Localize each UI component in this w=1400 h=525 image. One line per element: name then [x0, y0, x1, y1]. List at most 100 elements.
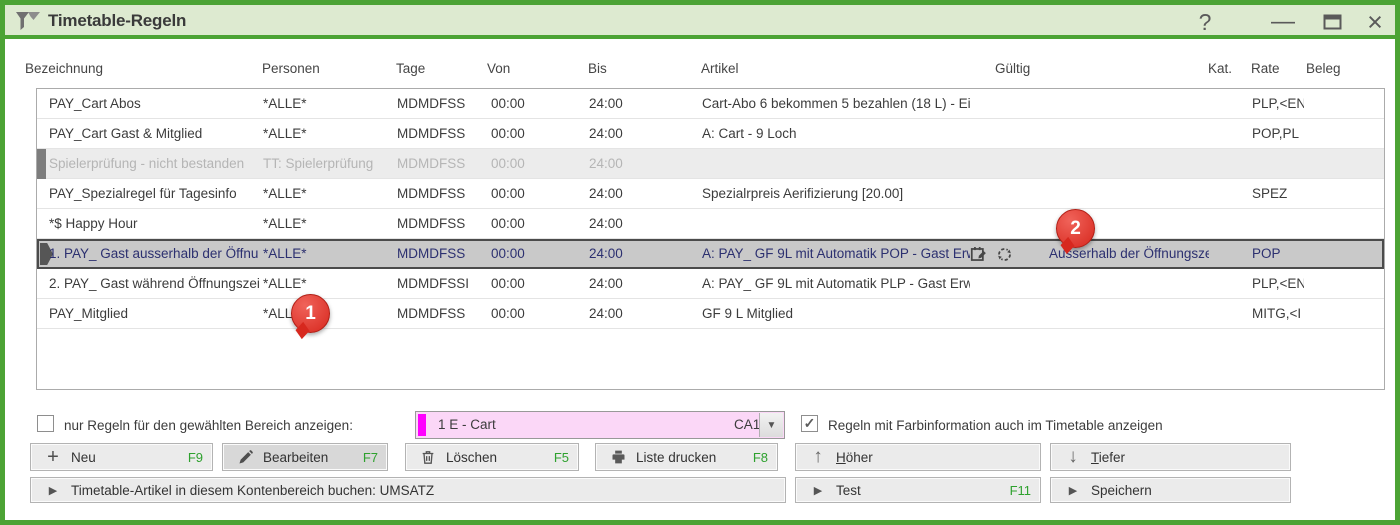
cell-bis: 24:00 [589, 276, 623, 291]
cell-bezeichnung: 1. PAY_ Gast ausserhalb der Öffnu [49, 246, 259, 261]
move-up-button[interactable]: ↑ Höher [795, 443, 1041, 471]
cell-tage: MDMDFSS [397, 246, 466, 261]
cell-rate: MITG,<I [1252, 306, 1302, 321]
cell-artikel: GF 9 L Mitglied [702, 306, 794, 321]
cell-rate: PLP,<EN [1252, 96, 1304, 111]
area-filter-checkbox[interactable] [37, 415, 54, 432]
cell-von: 00:00 [491, 186, 525, 201]
rules-list[interactable]: PAY_Cart Abos *ALLE* MDMDFSS 00:00 24:00… [36, 88, 1385, 390]
checkmark-icon: ✓ [803, 415, 816, 431]
cell-bezeichnung: PAY_Cart Gast & Mitglied [49, 126, 203, 141]
cell-artikel: A: PAY_ GF 9L mit Automatik POP - Gast E… [702, 246, 970, 261]
cell-artikel: A: Cart - 9 Loch [702, 126, 797, 141]
calendar-edit-icon [970, 246, 986, 261]
table-row[interactable]: 1. PAY_ Gast ausserhalb der Öffnu *ALLE*… [37, 239, 1384, 269]
chevron-down-icon[interactable]: ▼ [759, 413, 783, 437]
cell-personen: *ALLE* [263, 246, 307, 261]
test-button[interactable]: ▶ Test F11 [795, 477, 1041, 503]
window-title: Timetable-Regeln [48, 11, 187, 30]
table-row[interactable]: *$ Happy Hour *ALLE* MDMDFSS 00:00 24:00 [37, 209, 1384, 239]
triangle-right-icon: ▶ [48, 484, 58, 497]
fkey-label: F8 [752, 449, 768, 465]
table-row[interactable]: PAY_Cart Abos *ALLE* MDMDFSS 00:00 24:00… [37, 89, 1384, 119]
column-header-bis: Bis [588, 61, 607, 76]
annotation-marker-1: 1 [291, 294, 330, 333]
area-color-swatch [418, 414, 426, 436]
cell-bezeichnung: PAY_Spezialregel für Tagesinfo [49, 186, 237, 201]
cell-tage: MDMDFSS [397, 306, 466, 321]
triangle-right-icon: ▶ [1068, 484, 1078, 497]
column-header-kat: Kat. [1208, 61, 1233, 76]
account-area-button[interactable]: ▶ Timetable-Artikel in diesem Kontenbere… [30, 477, 786, 503]
fkey-label: F7 [362, 449, 378, 465]
fkey-label: F5 [553, 449, 569, 465]
cell-icons [968, 242, 1046, 266]
cell-tage: MDMDFSSI [397, 276, 469, 291]
area-select[interactable]: 1 E - Cart CA1 ▼ [415, 411, 785, 439]
area-filter-label[interactable]: nur Regeln für den gewählten Bereich anz… [64, 418, 353, 433]
cell-bis: 24:00 [589, 306, 623, 321]
edit-button[interactable]: Bearbeiten F7 [222, 443, 388, 471]
color-info-label[interactable]: Regeln mit Farbinformation auch im Timet… [828, 418, 1163, 433]
trash-icon [416, 449, 440, 466]
triangle-right-icon: ▶ [813, 484, 823, 497]
titlebar[interactable]: Timetable-Regeln ? — × [5, 5, 1395, 39]
area-select-code: CA1 [734, 417, 761, 432]
cell-artikel: Spezialrpreis Aerifizierung [20.00] [702, 186, 904, 201]
table-row[interactable]: PAY_Spezialregel für Tagesinfo *ALLE* MD… [37, 179, 1384, 209]
table-header: Bezeichnung Personen Tage Von Bis Artike… [0, 61, 1400, 79]
cell-bezeichnung: PAY_Cart Abos [49, 96, 141, 111]
cell-bis: 24:00 [589, 216, 623, 231]
table-row[interactable]: PAY_Mitglied *ALLE* MDMDFSS 00:00 24:00 … [37, 299, 1384, 329]
minimize-icon[interactable]: — [1271, 8, 1295, 35]
cell-rate: POP,PL [1252, 126, 1300, 141]
timetable-rules-icon [15, 10, 41, 34]
cell-tage: MDMDFSS [397, 216, 466, 231]
column-header-personen: Personen [262, 61, 320, 76]
cell-von: 00:00 [491, 246, 525, 261]
cell-bezeichnung: Spielerprüfung - nicht bestanden [49, 156, 245, 171]
row-marker-icon [40, 243, 53, 265]
cell-artikel: Cart-Abo 6 bekommen 5 bezahlen (18 L) - … [702, 96, 970, 111]
cell-bis: 24:00 [589, 186, 623, 201]
help-icon[interactable]: ? [1198, 8, 1212, 35]
column-header-bezeichnung: Bezeichnung [25, 61, 104, 76]
arrow-down-icon: ↓ [1068, 446, 1078, 467]
cell-rate: SPEZ [1252, 186, 1288, 201]
cell-rate: POP [1252, 246, 1281, 261]
color-info-checkbox[interactable]: ✓ [801, 415, 818, 432]
table-row[interactable]: Spielerprüfung - nicht bestanden TT: Spi… [37, 149, 1384, 179]
table-row[interactable]: PAY_Cart Gast & Mitglied *ALLE* MDMDFSS … [37, 119, 1384, 149]
close-icon[interactable]: × [1367, 6, 1383, 37]
cell-personen: *ALLE* [263, 126, 307, 141]
recurrence-icon [998, 247, 1011, 261]
cell-rate: PLP,<EN [1252, 276, 1304, 291]
cell-von: 00:00 [491, 126, 525, 141]
pencil-icon [233, 449, 257, 466]
cell-personen: *ALLE* [263, 276, 307, 291]
fkey-label: F9 [187, 449, 203, 465]
save-button[interactable]: ▶ Speichern [1050, 477, 1291, 503]
cell-bezeichnung: PAY_Mitglied [49, 306, 129, 321]
delete-button[interactable]: Löschen F5 [405, 443, 579, 471]
table-row[interactable]: 2. PAY_ Gast während Öffnungszei *ALLE* … [37, 269, 1384, 299]
plus-icon: + [47, 445, 59, 468]
cell-bis: 24:00 [589, 246, 623, 261]
cell-bis: 24:00 [589, 156, 623, 171]
print-list-button[interactable]: Liste drucken F8 [595, 443, 778, 471]
row-marker-icon [37, 149, 46, 179]
maximize-icon[interactable] [1317, 7, 1347, 37]
column-header-rate: Rate [1251, 61, 1280, 76]
column-header-von: Von [487, 61, 511, 76]
move-down-button[interactable]: ↓ Tiefer [1050, 443, 1291, 471]
cell-von: 00:00 [491, 216, 525, 231]
cell-von: 00:00 [491, 306, 525, 321]
cell-personen: *ALLE* [263, 186, 307, 201]
cell-tage: MDMDFSS [397, 186, 466, 201]
column-header-beleg: Beleg [1306, 61, 1341, 76]
new-button[interactable]: + Neu F9 [30, 443, 213, 471]
cell-gueltig: Ausserhalb der Öffnungsze [1049, 246, 1209, 261]
arrow-up-icon: ↑ [813, 446, 823, 467]
cell-bis: 24:00 [589, 126, 623, 141]
